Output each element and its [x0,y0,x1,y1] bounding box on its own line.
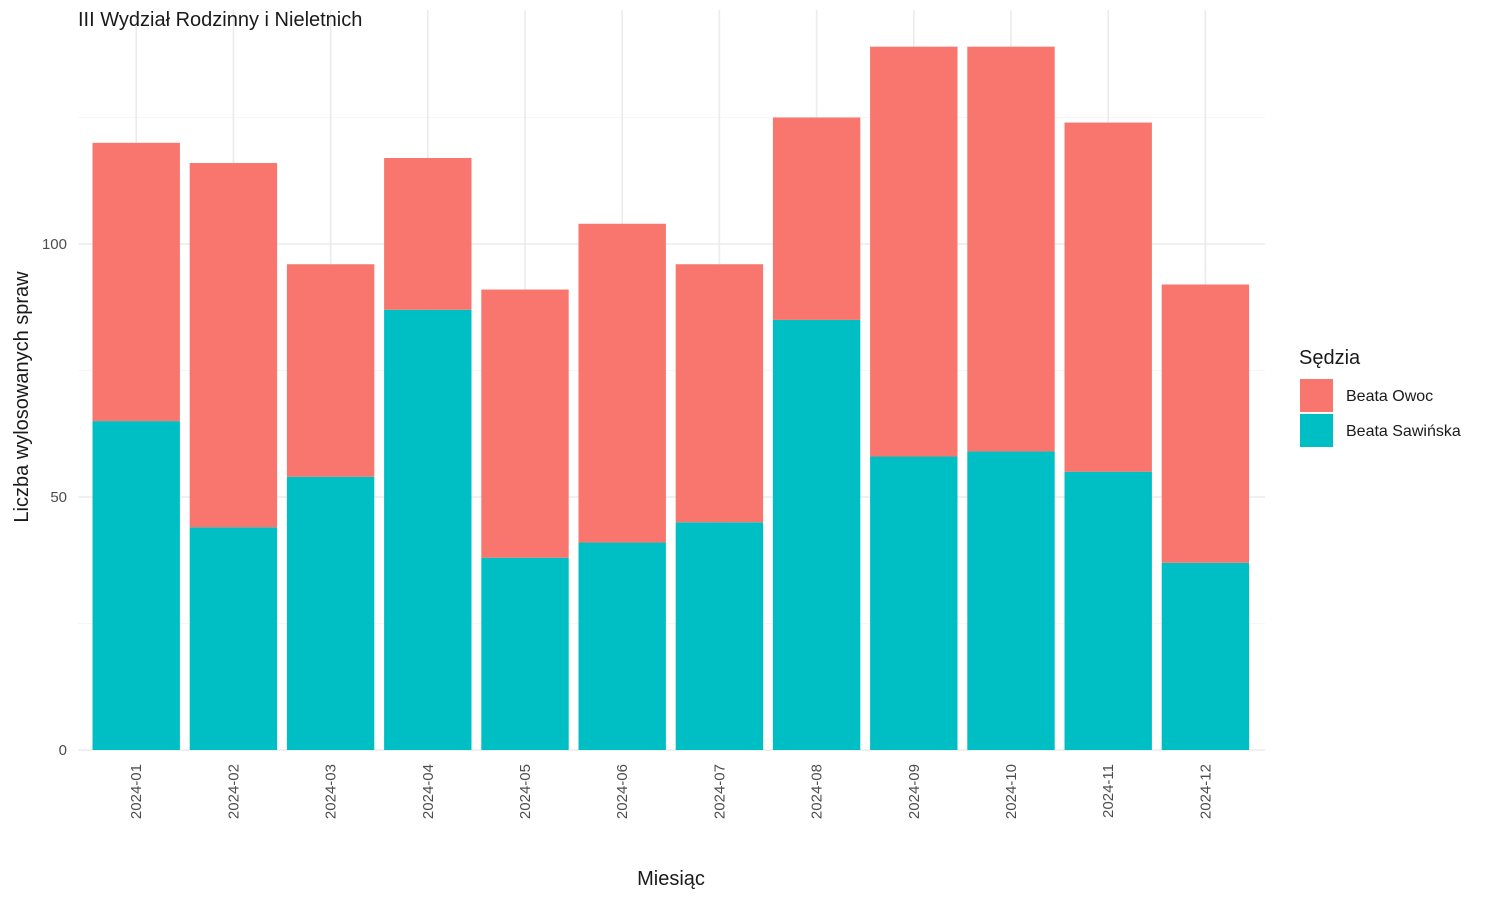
legend-key-beata-sawinska [1300,414,1333,447]
x-tick-label: 2024-09 [906,764,923,819]
bar-beata-sawinska-2024-08 [772,319,861,750]
legend-label-beata-owoc: Beata Owoc [1346,388,1433,405]
legend-label-beata-sawinska: Beata Sawińska [1346,423,1461,440]
bar-beata-owoc-2024-10 [967,46,1055,452]
x-tick-label: 2024-05 [517,764,534,819]
x-axis-title: Miesiąc [637,868,705,890]
bar-beata-sawinska-2024-02 [189,527,278,750]
x-tick-label: 2024-04 [420,764,437,819]
x-tick-label: 2024-10 [1003,764,1020,819]
bar-beata-sawinska-2024-03 [286,476,375,750]
bar-beata-sawinska-2024-05 [481,557,569,750]
bar-beata-sawinska-2024-12 [1161,562,1250,750]
bar-beata-sawinska-2024-04 [384,309,472,750]
bar-beata-sawinska-2024-01 [92,421,180,750]
bar-beata-owoc-2024-11 [1064,122,1152,472]
x-tick-label: 2024-12 [1197,764,1214,819]
bar-beata-owoc-2024-01 [92,142,180,422]
bar-beata-owoc-2024-07 [675,264,764,523]
x-tick-label: 2024-06 [614,764,631,819]
bar-beata-owoc-2024-06 [578,223,666,543]
x-tick-label: 2024-08 [809,764,826,819]
bar-beata-owoc-2024-02 [189,163,278,528]
bar-beata-sawinska-2024-10 [967,451,1055,750]
y-tick-label: 0 [59,742,67,759]
legend: Sędzia Beata Owoc Beata Sawińska [1299,347,1461,447]
bar-beata-owoc-2024-12 [1161,284,1250,563]
x-tick-label: 2024-01 [128,764,145,819]
x-tick-label: 2024-07 [711,764,728,819]
bar-beata-owoc-2024-08 [772,117,861,320]
bar-beata-sawinska-2024-06 [578,542,666,750]
bar-beata-owoc-2024-05 [481,289,569,558]
bars [92,46,1250,750]
bar-beata-sawinska-2024-07 [675,522,764,750]
legend-title: Sędzia [1299,347,1361,369]
chart-title: III Wydział Rodzinny i Nieletnich [78,9,362,31]
bar-beata-owoc-2024-03 [286,264,375,477]
x-tick-label: 2024-02 [225,764,242,819]
bar-beata-sawinska-2024-09 [870,456,958,750]
x-tick-label: 2024-03 [323,764,340,819]
y-tick-label: 50 [50,489,67,506]
x-axis-ticks: 2024-01 2024-02 2024-03 2024-04 2024-05 2024-… [128,764,1214,819]
x-tick-label: 2024-11 [1100,764,1117,818]
y-axis-ticks: 0 50 100 [42,236,67,759]
bar-beata-sawinska-2024-11 [1064,471,1152,750]
y-tick-label: 100 [42,236,67,253]
bar-beata-owoc-2024-09 [870,46,958,457]
bar-beata-owoc-2024-04 [384,157,472,310]
legend-key-beata-owoc [1300,379,1333,412]
y-axis-title: Liczba wylosowanych spraw [11,271,33,523]
